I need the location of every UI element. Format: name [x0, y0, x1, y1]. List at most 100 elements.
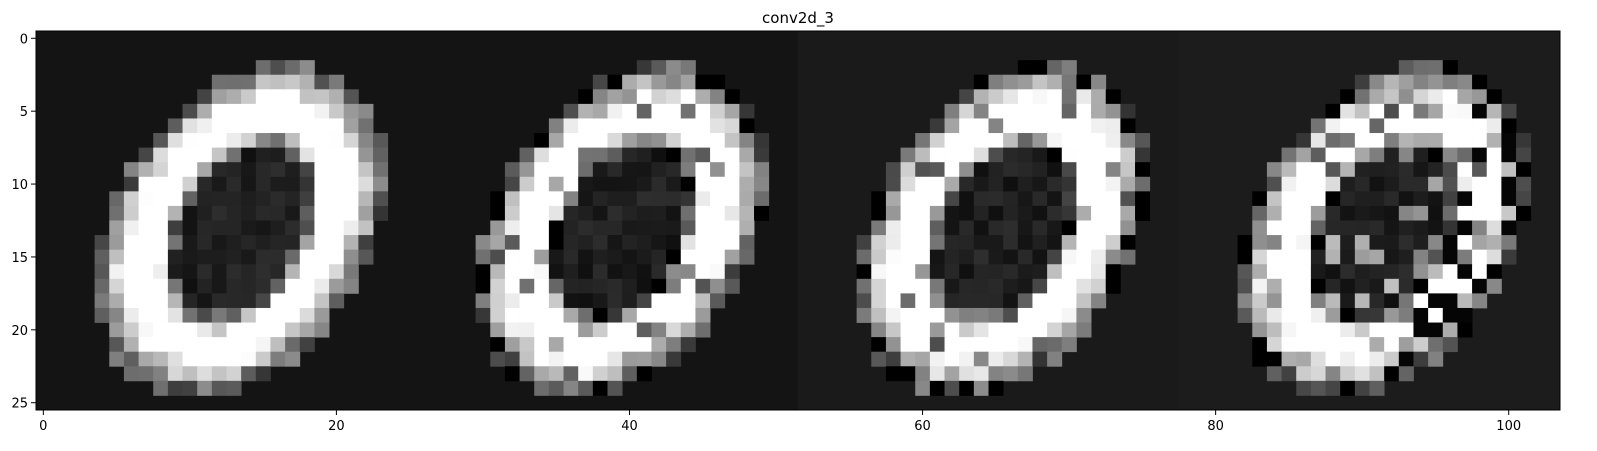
heatmap-cell [1135, 162, 1150, 177]
heatmap-cell [1384, 323, 1399, 338]
heatmap-cell [1062, 206, 1077, 221]
heatmap-cell [593, 250, 608, 265]
heatmap-cell [1032, 293, 1047, 308]
heatmap-cell [564, 366, 579, 381]
heatmap-cell [1091, 177, 1106, 192]
heatmap-cell [1311, 381, 1326, 396]
heatmap-cell [930, 293, 945, 308]
heatmap-cell [710, 75, 725, 90]
heatmap-cell [1428, 206, 1443, 221]
heatmap-cell [1091, 191, 1106, 206]
heatmap-cell [1296, 133, 1311, 148]
heatmap-cell [1311, 308, 1326, 323]
heatmap-cell [124, 279, 139, 294]
heatmap-cell [681, 133, 696, 148]
heatmap-cell [227, 133, 242, 148]
heatmap-cell [681, 162, 696, 177]
heatmap-cell [1355, 133, 1370, 148]
heatmap-cell [637, 221, 652, 236]
heatmap-cell [1384, 177, 1399, 192]
heatmap-cell [1091, 104, 1106, 119]
heatmap-cell [124, 162, 139, 177]
heatmap-cell [1428, 133, 1443, 148]
heatmap-cell [1428, 60, 1443, 75]
heatmap-cell [285, 279, 300, 294]
heatmap-cell [1032, 337, 1047, 352]
heatmap-cell [930, 279, 945, 294]
heatmap-cell [344, 206, 359, 221]
heatmap-cell [1326, 337, 1341, 352]
heatmap-cell [622, 279, 637, 294]
heatmap-cell [959, 381, 974, 396]
heatmap-cell [637, 89, 652, 104]
heatmap-cell [1091, 148, 1106, 163]
heatmap-cell [1428, 162, 1443, 177]
heatmap-cell [608, 279, 623, 294]
heatmap-cell [901, 293, 916, 308]
heatmap-cell [930, 250, 945, 265]
heatmap-cell [285, 206, 300, 221]
heatmap-cell [1311, 191, 1326, 206]
heatmap-cell [1370, 162, 1385, 177]
heatmap-cell [241, 191, 256, 206]
heatmap-cell [1267, 293, 1282, 308]
heatmap-cell [1091, 279, 1106, 294]
heatmap-cell [300, 118, 315, 133]
heatmap-cell [901, 323, 916, 338]
heatmap-cell [739, 148, 754, 163]
heatmap-cell [270, 352, 285, 367]
heatmap-cell [344, 133, 359, 148]
heatmap-cell [1076, 279, 1091, 294]
heatmap-cell [241, 235, 256, 250]
heatmap-cell [622, 308, 637, 323]
heatmap-cell [183, 177, 198, 192]
heatmap-cell [1062, 250, 1077, 265]
heatmap-cell [1399, 177, 1414, 192]
heatmap-cell [505, 279, 520, 294]
heatmap-cell [754, 148, 769, 163]
heatmap-cell [974, 75, 989, 90]
heatmap-cell [1032, 235, 1047, 250]
heatmap-cell [739, 221, 754, 236]
heatmap-cell [256, 337, 271, 352]
heatmap-cell [1018, 250, 1033, 265]
heatmap-cell [974, 279, 989, 294]
heatmap-cell [564, 235, 579, 250]
heatmap-cell [1472, 221, 1487, 236]
heatmap-cell [1120, 206, 1135, 221]
heatmap-cell [1472, 279, 1487, 294]
heatmap-cell [1106, 177, 1121, 192]
heatmap-cell [124, 191, 139, 206]
heatmap-cell [578, 337, 593, 352]
heatmap-cell [505, 191, 520, 206]
heatmap-cell [622, 133, 637, 148]
heatmap-cell [1267, 352, 1282, 367]
heatmap-cell [1296, 191, 1311, 206]
heatmap-cell [329, 191, 344, 206]
heatmap-cell [1106, 264, 1121, 279]
heatmap-cell [300, 191, 315, 206]
heatmap-cell [725, 264, 740, 279]
heatmap-cell [256, 366, 271, 381]
heatmap-cell [857, 264, 872, 279]
heatmap-cell [1443, 308, 1458, 323]
heatmap-cell [1032, 177, 1047, 192]
heatmap-cell [241, 133, 256, 148]
heatmap-cell [871, 221, 886, 236]
heatmap-cell [666, 337, 681, 352]
heatmap-cell [1384, 104, 1399, 119]
heatmap-cell [608, 221, 623, 236]
heatmap-cell [241, 337, 256, 352]
heatmap-cell [1355, 235, 1370, 250]
heatmap-cell [549, 133, 564, 148]
heatmap-cell [300, 60, 315, 75]
heatmap-cell [1399, 279, 1414, 294]
heatmap-cell [578, 191, 593, 206]
heatmap-cell [285, 221, 300, 236]
heatmap-cell [270, 118, 285, 133]
heatmap-cell [1472, 75, 1487, 90]
heatmap-cell [608, 323, 623, 338]
heatmap-cell [153, 279, 168, 294]
heatmap-cell [1340, 381, 1355, 396]
heatmap-cell [270, 162, 285, 177]
